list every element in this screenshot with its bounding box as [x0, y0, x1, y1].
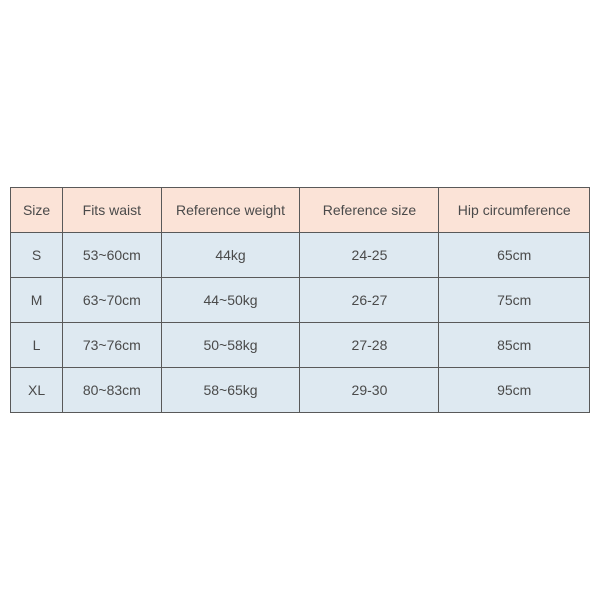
table-row: M63~70cm44~50kg26-2775cm — [11, 278, 590, 323]
size-chart-table: SizeFits waistReference weightReference … — [10, 187, 590, 413]
table-cell: S — [11, 233, 63, 278]
table-cell: 44kg — [161, 233, 300, 278]
table-cell: 73~76cm — [63, 323, 161, 368]
table-cell: XL — [11, 368, 63, 413]
table-cell: 53~60cm — [63, 233, 161, 278]
table-cell: M — [11, 278, 63, 323]
table: SizeFits waistReference weightReference … — [10, 187, 590, 413]
table-cell: 65cm — [439, 233, 590, 278]
table-cell: 50~58kg — [161, 323, 300, 368]
table-cell: 58~65kg — [161, 368, 300, 413]
column-header: Reference weight — [161, 188, 300, 233]
table-cell: 75cm — [439, 278, 590, 323]
table-header: SizeFits waistReference weightReference … — [11, 188, 590, 233]
table-row: S53~60cm44kg24-2565cm — [11, 233, 590, 278]
table-row: L73~76cm50~58kg27-2885cm — [11, 323, 590, 368]
column-header: Hip circumference — [439, 188, 590, 233]
table-cell: 95cm — [439, 368, 590, 413]
table-cell: 44~50kg — [161, 278, 300, 323]
column-header: Fits waist — [63, 188, 161, 233]
table-cell: 24-25 — [300, 233, 439, 278]
table-cell: 63~70cm — [63, 278, 161, 323]
table-cell: 85cm — [439, 323, 590, 368]
column-header: Reference size — [300, 188, 439, 233]
table-row: XL80~83cm58~65kg29-3095cm — [11, 368, 590, 413]
table-cell: L — [11, 323, 63, 368]
table-cell: 29-30 — [300, 368, 439, 413]
table-header-row: SizeFits waistReference weightReference … — [11, 188, 590, 233]
table-body: S53~60cm44kg24-2565cmM63~70cm44~50kg26-2… — [11, 233, 590, 413]
table-cell: 80~83cm — [63, 368, 161, 413]
table-cell: 27-28 — [300, 323, 439, 368]
table-cell: 26-27 — [300, 278, 439, 323]
column-header: Size — [11, 188, 63, 233]
